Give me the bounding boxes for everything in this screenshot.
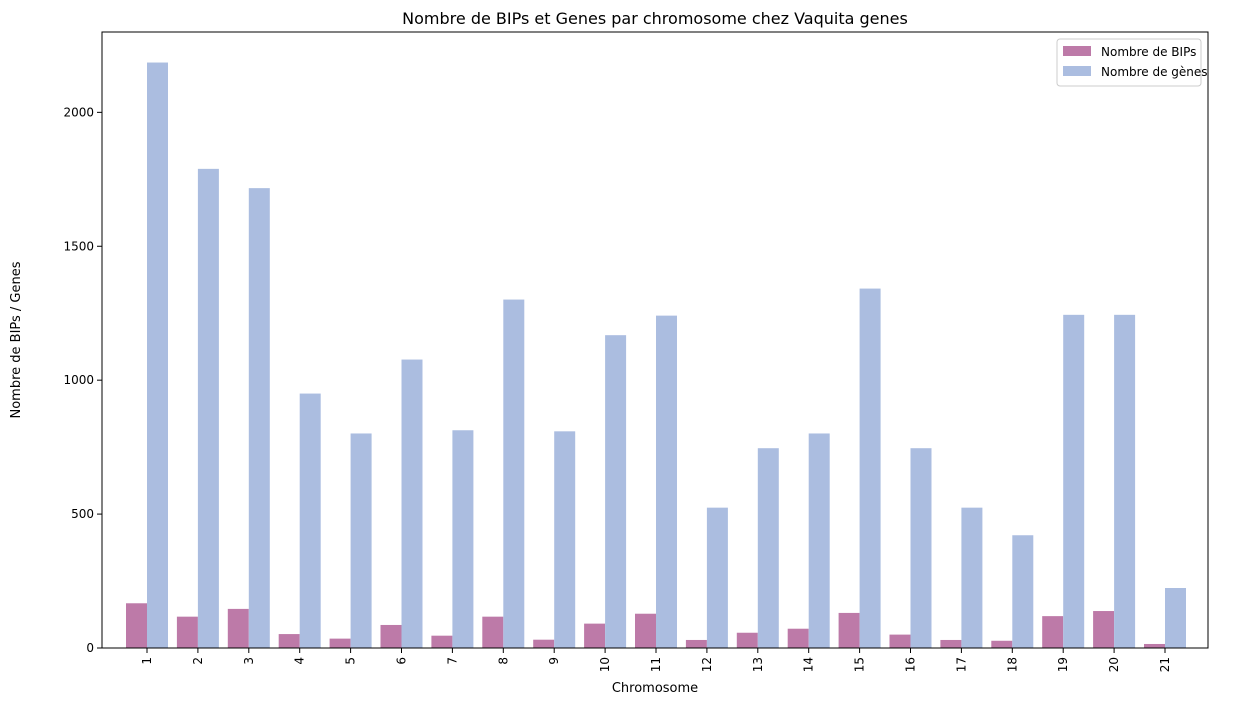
bar-bips bbox=[838, 612, 860, 648]
bar-genes bbox=[808, 433, 830, 648]
legend-swatch bbox=[1063, 46, 1091, 56]
y-axis-label: Nombre de BIPs / Genes bbox=[9, 261, 24, 418]
bar-bips bbox=[380, 624, 402, 648]
legend-label: Nombre de BIPs bbox=[1101, 45, 1196, 59]
bar-bips bbox=[431, 635, 453, 648]
y-tick-label: 0 bbox=[86, 641, 94, 655]
bar-bips bbox=[685, 639, 707, 648]
x-tick-label: 9 bbox=[547, 657, 561, 665]
x-tick-label: 7 bbox=[445, 657, 459, 665]
x-tick-label: 8 bbox=[496, 657, 510, 665]
legend: Nombre de BIPs Nombre de gènes bbox=[1056, 38, 1208, 87]
bar-bips bbox=[126, 603, 147, 648]
x-tick-label: 19 bbox=[1056, 657, 1070, 672]
bar-bips bbox=[787, 628, 809, 648]
x-tick-label: 1 bbox=[140, 657, 154, 665]
bar-genes bbox=[452, 430, 474, 648]
x-tick-label: 16 bbox=[904, 657, 918, 672]
bar-genes bbox=[859, 288, 881, 648]
y-tick-label: 500 bbox=[71, 507, 94, 521]
legend-label: Nombre de gènes bbox=[1101, 65, 1208, 79]
bar-genes bbox=[1012, 535, 1034, 648]
x-tick-label: 14 bbox=[802, 657, 816, 672]
bar-bips bbox=[1042, 616, 1064, 648]
bar-genes bbox=[961, 507, 983, 648]
bar-bips bbox=[736, 632, 758, 648]
x-tick-label: 13 bbox=[751, 657, 765, 672]
bar-bips bbox=[176, 616, 198, 648]
bar-bips bbox=[278, 634, 300, 648]
bar-bips bbox=[533, 639, 555, 648]
bar-genes bbox=[656, 315, 677, 648]
bar-bips bbox=[635, 613, 656, 648]
x-tick-label: 18 bbox=[1005, 657, 1019, 672]
bar-genes bbox=[503, 299, 525, 648]
y-tick-label: 1500 bbox=[63, 239, 94, 253]
y-axis: 0 500 1000 1500 2000 bbox=[63, 105, 102, 655]
x-tick-label: 21 bbox=[1158, 657, 1172, 672]
bar-genes bbox=[605, 335, 627, 648]
legend-swatch bbox=[1063, 66, 1091, 76]
x-tick-label: 2 bbox=[191, 657, 205, 665]
bar-bips bbox=[1144, 643, 1165, 648]
bar-genes bbox=[910, 448, 932, 648]
bar-genes bbox=[350, 433, 372, 648]
bar-genes bbox=[401, 359, 423, 648]
x-tick-label: 11 bbox=[649, 657, 663, 672]
bars bbox=[126, 62, 1186, 649]
bar-bips bbox=[1093, 611, 1115, 648]
x-tick-label: 6 bbox=[395, 657, 409, 665]
legend-box bbox=[1056, 38, 1202, 87]
x-tick-label: 15 bbox=[853, 657, 867, 672]
y-tick-label: 2000 bbox=[63, 105, 94, 119]
x-tick-label: 20 bbox=[1107, 657, 1121, 672]
x-tick-label: 12 bbox=[700, 657, 714, 672]
bar-genes bbox=[757, 448, 779, 648]
bar-bips bbox=[482, 616, 504, 648]
x-tick-label: 5 bbox=[344, 657, 358, 665]
plot-frame bbox=[101, 31, 1209, 649]
bar-genes bbox=[299, 393, 321, 648]
x-tick-label: 4 bbox=[293, 657, 307, 665]
bar-bips bbox=[940, 639, 962, 648]
chart-title: Nombre de BIPs et Genes par chromosome c… bbox=[402, 9, 908, 28]
x-tick-label: 3 bbox=[242, 657, 256, 665]
bar-genes bbox=[197, 168, 219, 648]
x-axis: 1 2 3 4 5 6 7 8 9 10 11 12 13 14 15 16 17 18 19 20 21 bbox=[140, 648, 1172, 672]
bar-bips bbox=[329, 638, 351, 648]
x-tick-label: 10 bbox=[598, 657, 612, 672]
y-tick-label: 1000 bbox=[63, 373, 94, 387]
bar-genes bbox=[1114, 314, 1136, 648]
bar-bips bbox=[991, 640, 1013, 648]
bar-genes bbox=[248, 188, 270, 648]
bar-genes bbox=[706, 507, 728, 648]
bar-bips bbox=[889, 634, 911, 648]
bar-genes bbox=[554, 431, 576, 648]
bar-genes bbox=[147, 62, 168, 649]
bar-bips bbox=[227, 608, 249, 648]
bar-genes bbox=[1063, 314, 1085, 648]
x-tick-label: 17 bbox=[954, 657, 968, 672]
bar-bips bbox=[584, 623, 606, 648]
x-axis-label: Chromosome bbox=[612, 681, 698, 696]
bar-genes bbox=[1165, 588, 1186, 648]
